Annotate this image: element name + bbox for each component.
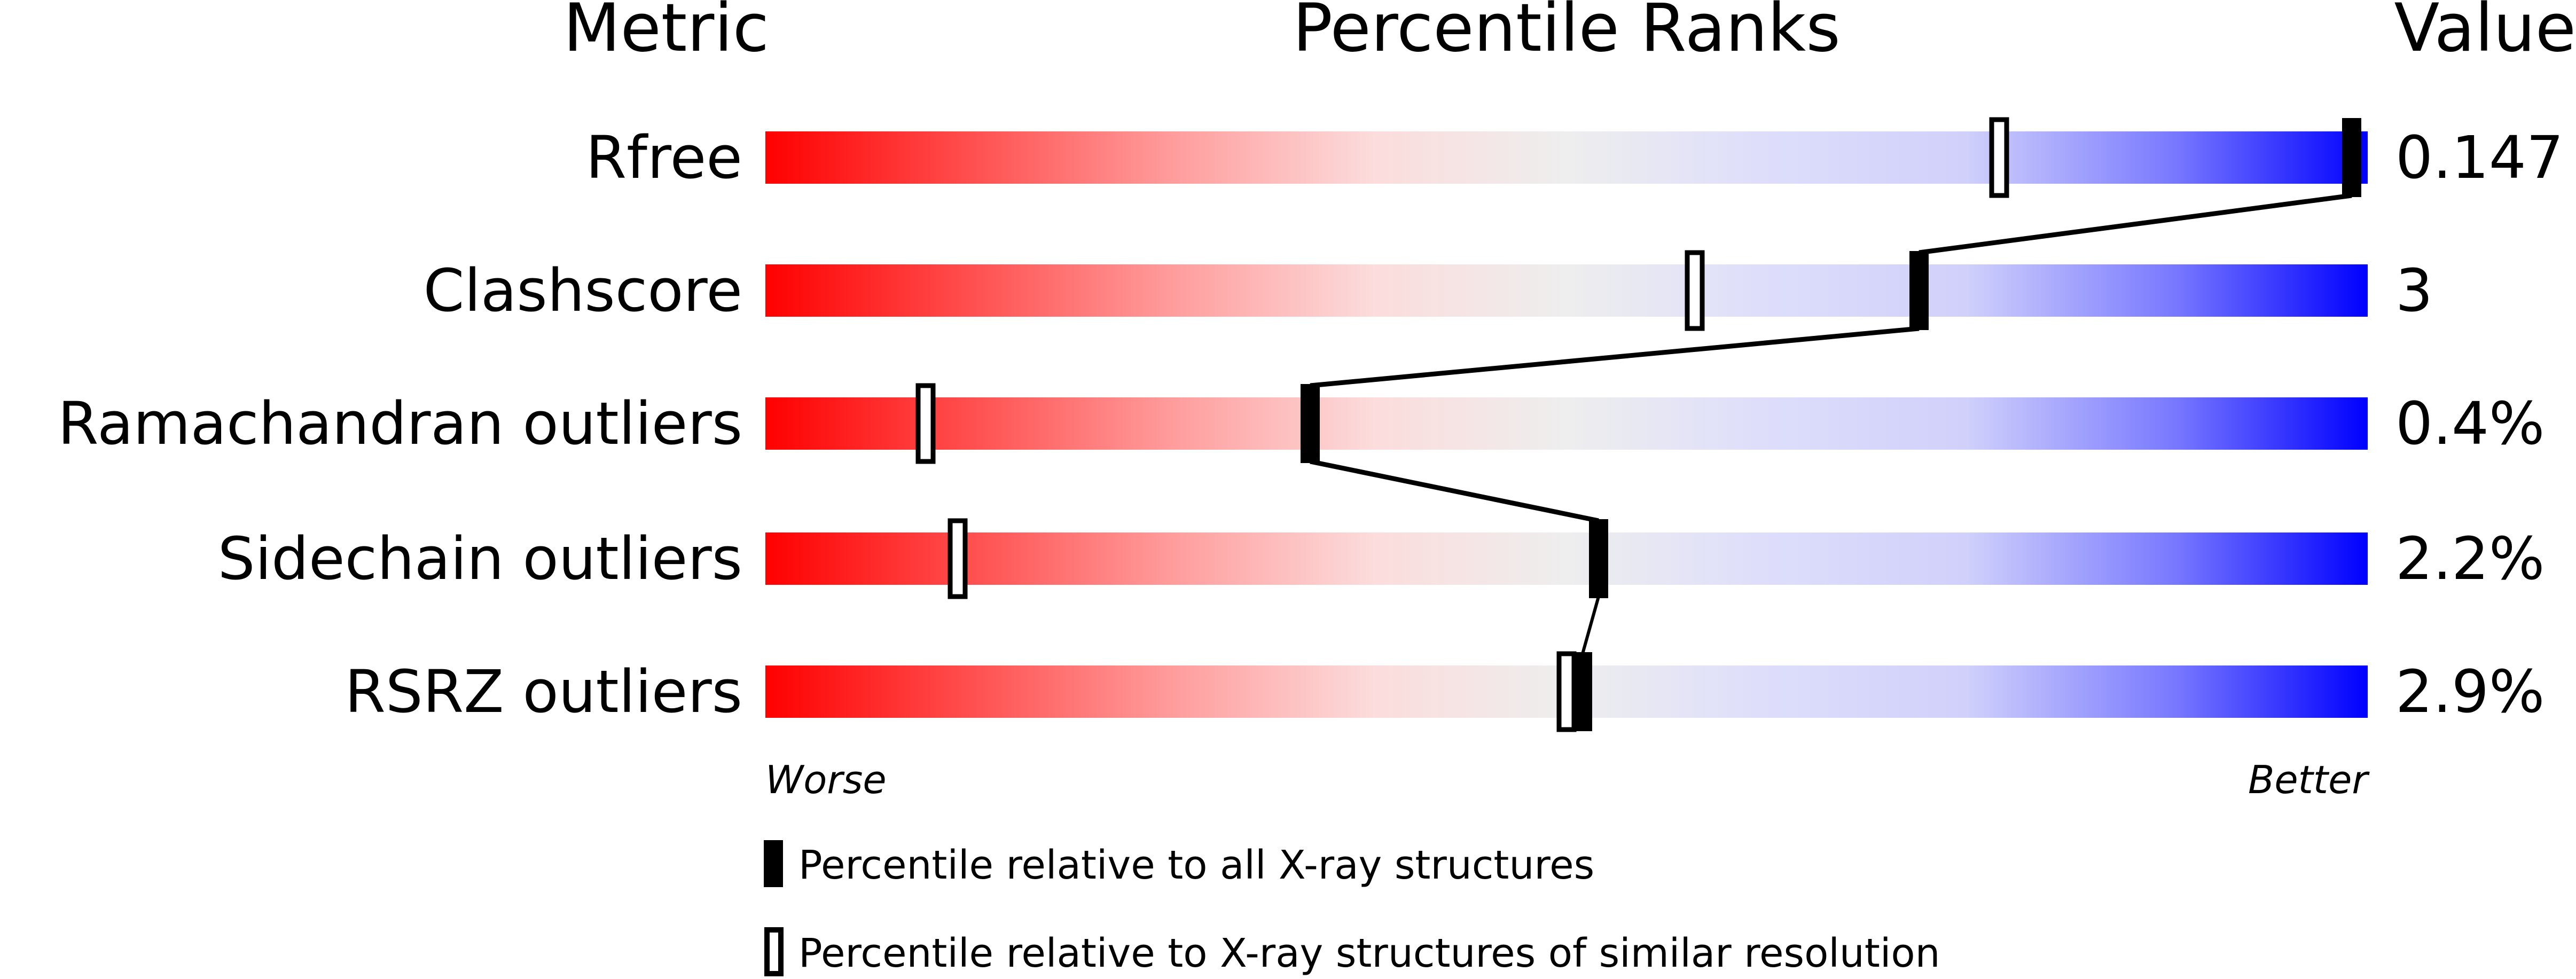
metric-label: RSRZ outliers: [345, 657, 743, 726]
similar-resolution-marker: [1556, 651, 1577, 732]
connector-line: [1310, 459, 1599, 523]
connector-line: [1310, 326, 1920, 388]
all-structures-marker: [1909, 251, 1929, 330]
header-percentile-ranks: Percentile Ranks: [1293, 0, 1841, 67]
header-value: Value: [2394, 0, 2576, 67]
connector-line: [1919, 193, 2352, 255]
legend-filled-marker: [764, 840, 783, 887]
percentile-bar: [765, 264, 2368, 317]
metric-value: 0.4%: [2395, 389, 2544, 458]
percentile-bar: [765, 131, 2368, 184]
legend-label-all: Percentile relative to all X-ray structu…: [798, 842, 1594, 888]
all-structures-marker: [1589, 519, 1608, 598]
all-structures-marker: [2342, 118, 2361, 197]
legend-label-similar: Percentile relative to X-ray structures …: [798, 930, 1940, 976]
metric-label: Clashscore: [424, 256, 742, 325]
all-structures-marker: [1573, 652, 1592, 731]
legend-outline-marker: [764, 927, 784, 976]
metric-value: 3: [2395, 256, 2433, 325]
similar-resolution-marker: [915, 383, 936, 464]
header-metric: Metric: [563, 0, 769, 67]
percentile-bar: [765, 532, 2368, 585]
metric-value: 0.147: [2395, 123, 2564, 192]
metric-value: 2.9%: [2395, 657, 2544, 726]
axis-label-worse: Worse: [765, 757, 887, 802]
similar-resolution-marker: [948, 518, 968, 599]
metric-value: 2.2%: [2395, 524, 2544, 593]
metric-label: Sidechain outliers: [218, 524, 742, 593]
percentile-bar: [765, 397, 2368, 450]
axis-label-better: Better: [2248, 757, 2370, 802]
metric-label: Ramachandran outliers: [58, 389, 742, 458]
all-structures-marker: [1301, 384, 1320, 463]
metric-label: Rfree: [586, 123, 742, 192]
connector-line: [1581, 596, 1600, 654]
similar-resolution-marker: [1989, 117, 2009, 198]
similar-resolution-marker: [1685, 250, 1705, 331]
